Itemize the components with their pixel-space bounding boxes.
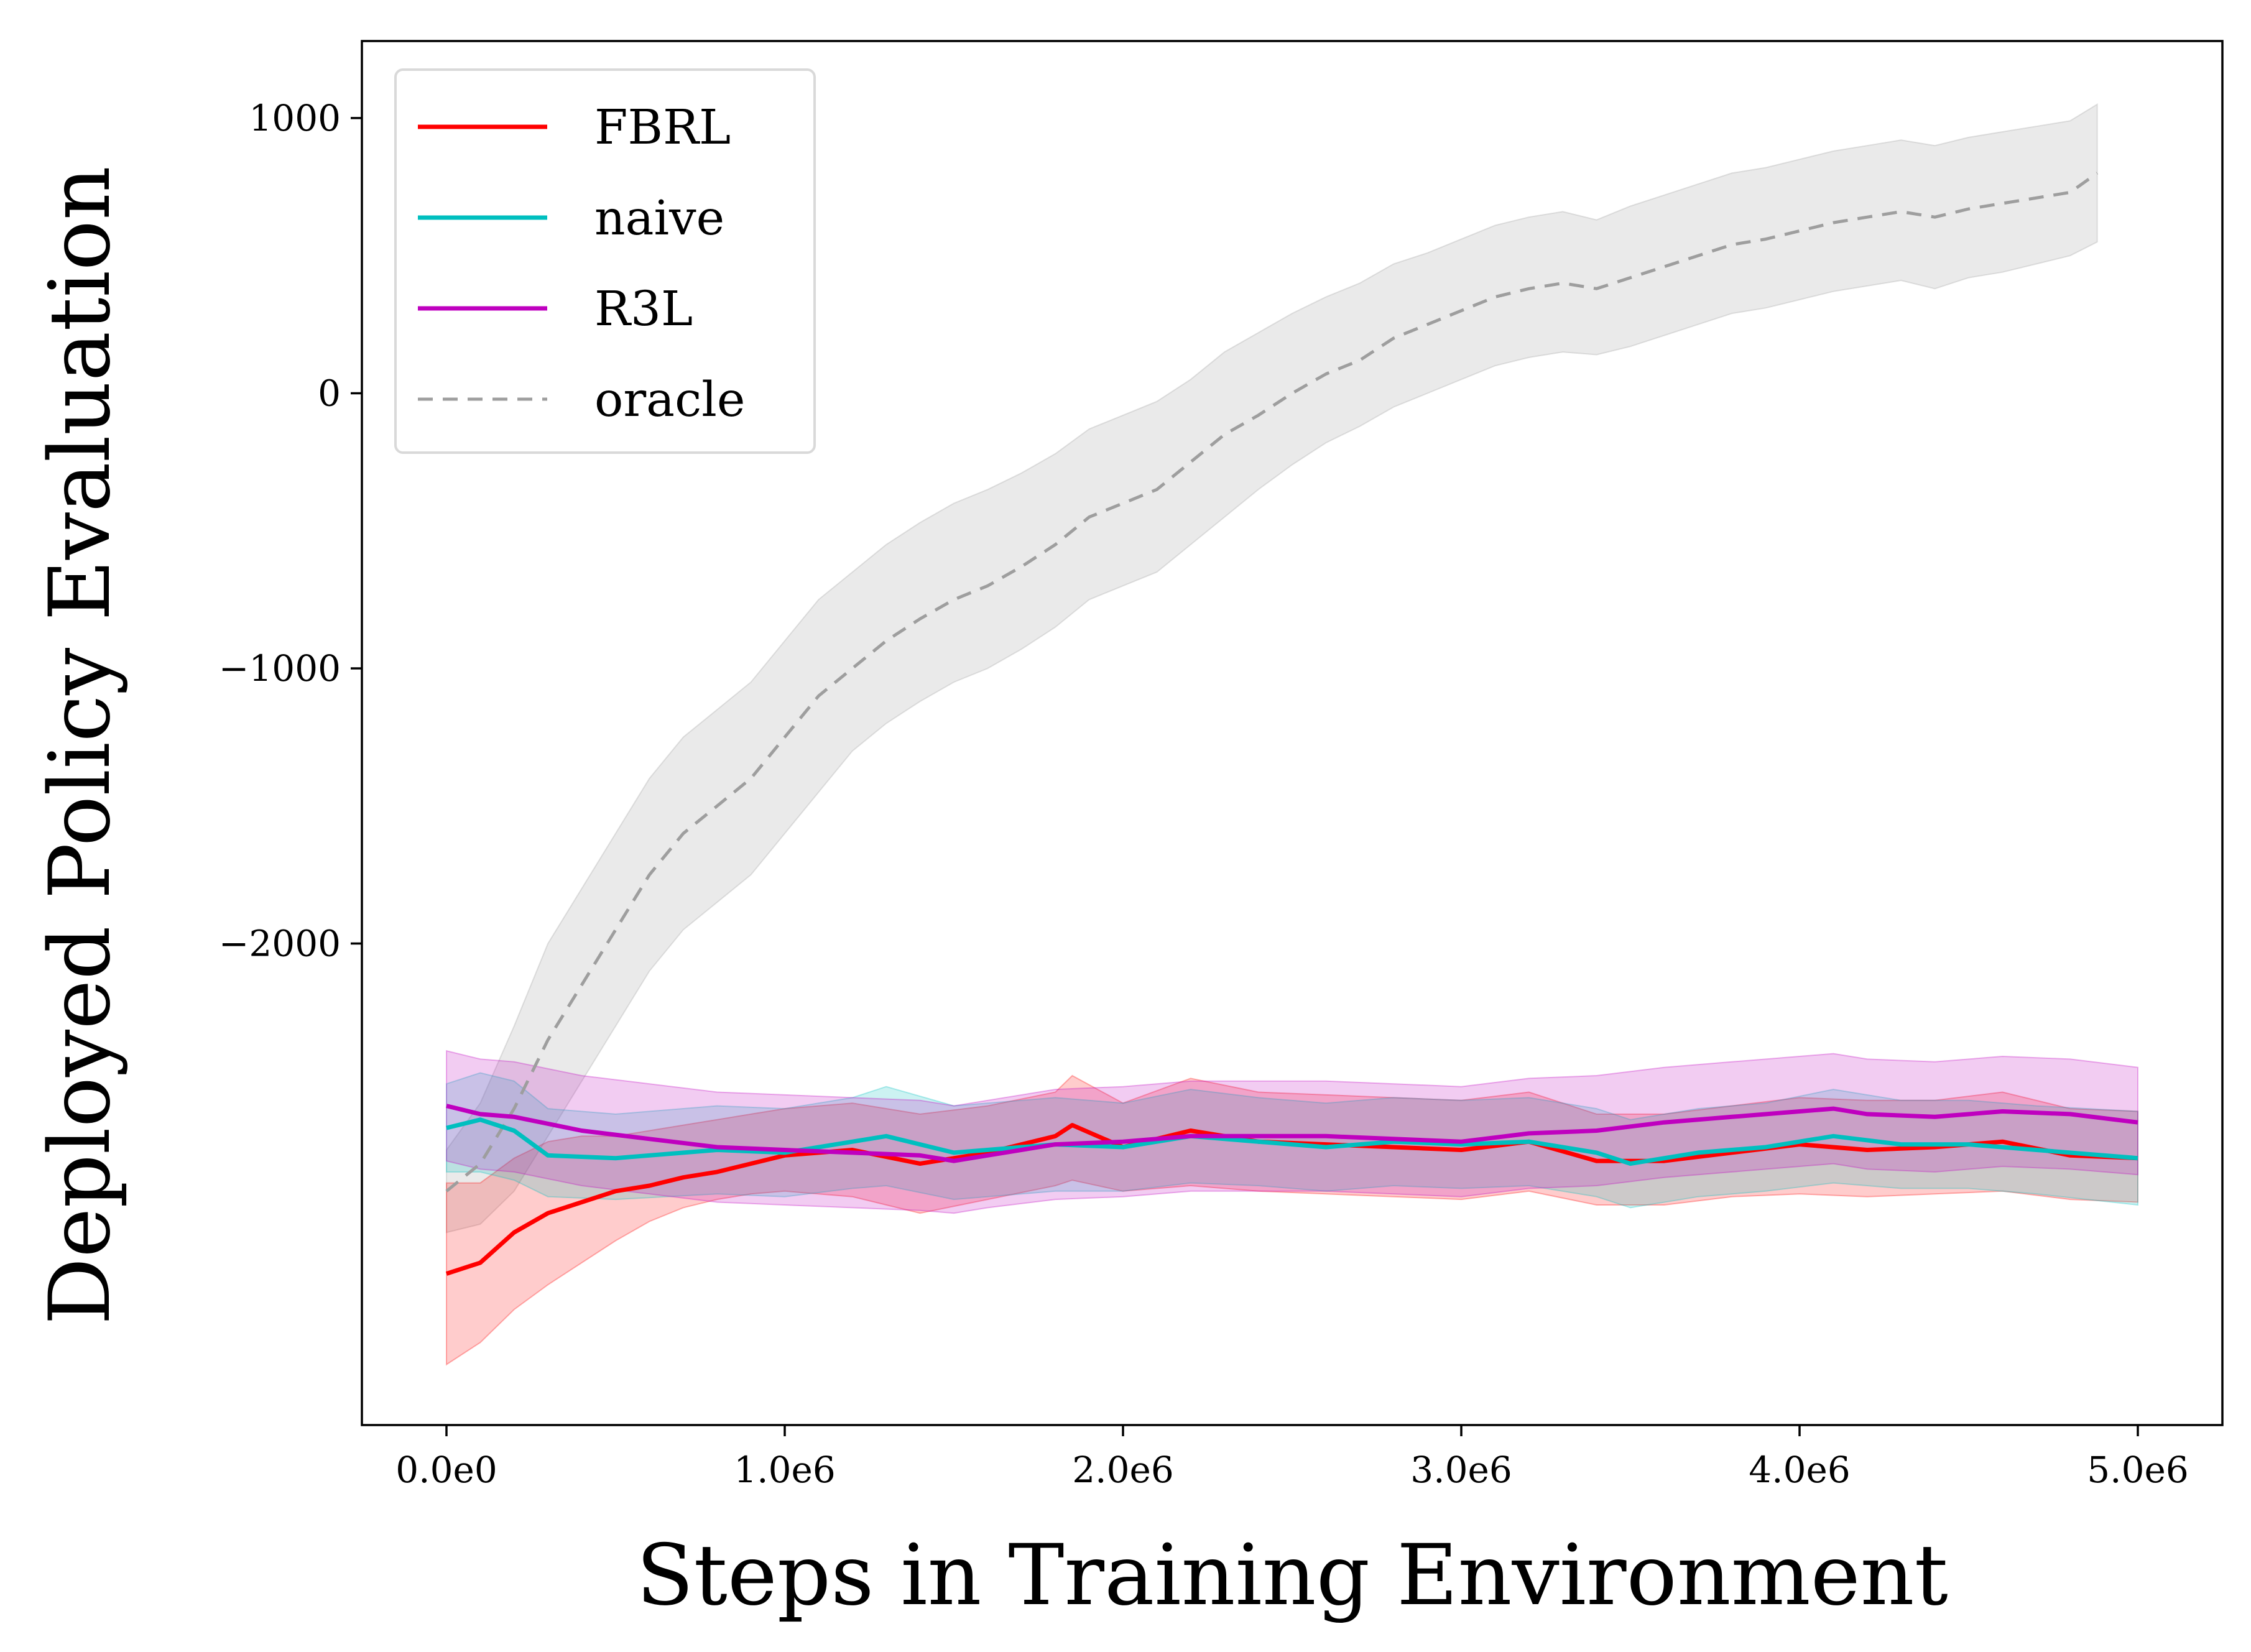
x-tick-label: 3.0e6 xyxy=(1410,1449,1512,1491)
x-tick-label: 2.0e6 xyxy=(1072,1449,1173,1491)
legend-label-naive: naive xyxy=(594,191,724,246)
y-tick-label: 1000 xyxy=(249,97,341,139)
x-axis: 0.0e0 1.0e6 2.0e6 3.0e6 4.0e6 5.0e6 xyxy=(395,1425,2189,1491)
series-lines xyxy=(445,172,2138,1276)
legend-label-r3l: R3L xyxy=(594,282,693,337)
x-axis-label: Steps in Training Environment xyxy=(636,1526,1948,1624)
line-r3l xyxy=(446,1104,2138,1163)
x-tick-label: 0.0e0 xyxy=(395,1449,497,1491)
x-tick-label: 5.0e6 xyxy=(2087,1449,2188,1491)
x-tick-label: 4.0e6 xyxy=(1749,1449,1850,1491)
y-axis-label: Deployed Policy Evaluation xyxy=(31,166,129,1325)
line-oracle xyxy=(445,172,2099,1193)
band-naive xyxy=(446,1072,2138,1209)
band-fbrl xyxy=(446,1074,2138,1366)
line-naive xyxy=(446,1117,2138,1166)
legend-label-oracle: oracle xyxy=(594,372,745,428)
y-tick-label: −2000 xyxy=(219,923,341,965)
legend-label-fbrl: FBRL xyxy=(594,100,731,155)
x-tick-label: 1.0e6 xyxy=(734,1449,835,1491)
line-fbrl xyxy=(445,1123,2138,1276)
y-tick-label: −1000 xyxy=(219,647,341,690)
y-tick-label: 0 xyxy=(318,372,341,414)
legend-frame xyxy=(394,68,816,454)
y-axis: −2000 −1000 0 1000 xyxy=(219,97,362,965)
band-r3l xyxy=(446,1050,2138,1214)
plot-area-frame xyxy=(361,40,2224,1426)
legend: FBRL naive R3L oracle xyxy=(394,68,816,454)
